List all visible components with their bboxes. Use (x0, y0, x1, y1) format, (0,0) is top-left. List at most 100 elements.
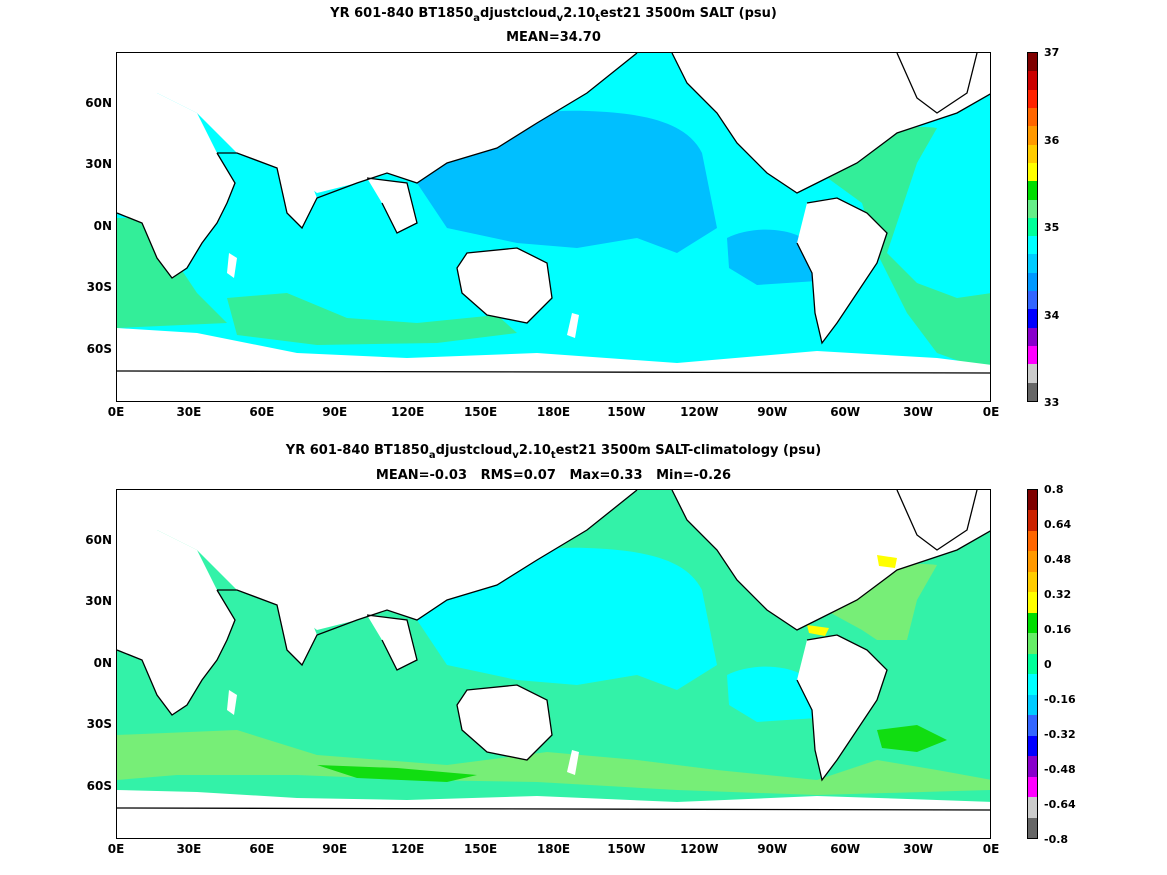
bottom-colorbar-swatch (1028, 735, 1037, 757)
south-america (797, 635, 887, 780)
bottom-colorbar-swatch (1028, 674, 1037, 695)
top-xtick-label: 150W (607, 405, 646, 419)
top-subtitle: MEAN=34.70 (506, 30, 601, 45)
top-colorbar-label: 33 (1044, 396, 1060, 409)
top-colorbar-swatch (1028, 291, 1037, 310)
africa (117, 93, 235, 278)
top-colorbar-label: 37 (1044, 46, 1060, 59)
top-map-svg (117, 53, 990, 401)
bottom-colorbar-label: 0.48 (1044, 553, 1072, 566)
bottom-xtick-label: 180E (536, 842, 571, 856)
bottom-colorbar-swatch (1028, 571, 1037, 593)
bottom-colorbar-swatch (1028, 694, 1037, 716)
bottom-colorbar-swatch (1028, 633, 1037, 654)
australia (457, 685, 552, 760)
bottom-xtick-label: 120W (680, 842, 719, 856)
bottom-ytick-label: 30N (85, 594, 112, 608)
top-colorbar-swatch (1028, 181, 1037, 200)
bottom-colorbar-swatch (1028, 797, 1037, 818)
bottom-colorbar (1027, 489, 1038, 839)
top-colorbar-swatch (1028, 71, 1037, 90)
top-xtick-label: 90E (322, 405, 348, 419)
top-xtick-label: 30W (903, 405, 934, 419)
top-colorbar-swatch (1028, 53, 1037, 72)
top-colorbar-swatch (1028, 236, 1037, 255)
coastlines (117, 490, 990, 811)
bottom-colorbar-swatch (1028, 530, 1037, 552)
top-colorbar-swatch (1028, 107, 1037, 127)
top-colorbar-label: 36 (1044, 133, 1060, 147)
top-ytick-label: 30S (86, 280, 112, 294)
top-colorbar-swatch (1028, 144, 1037, 163)
new-zealand (567, 750, 579, 775)
bottom-ytick-label: 60S (86, 779, 112, 793)
bottom-colorbar-label: -0.48 (1044, 763, 1076, 776)
bottom-xtick-label: 60E (249, 842, 275, 856)
bottom-xtick-label: 120E (391, 842, 425, 856)
top-colorbar-swatch (1028, 89, 1037, 108)
south-pacific-low-salinity (727, 229, 817, 285)
south-america (797, 198, 887, 343)
top-xtick-label: 120W (680, 405, 719, 419)
top-xtick-label: 60W (830, 405, 861, 419)
bottom-xtick-label: 90W (757, 842, 788, 856)
top-xtick-label: 90W (757, 405, 788, 419)
eurasia (117, 490, 637, 630)
bottom-colorbar-label: 0.64 (1044, 518, 1072, 531)
top-xtick-label: 30E (176, 405, 202, 419)
top-colorbar-swatch (1028, 309, 1037, 328)
top-map (116, 52, 991, 402)
labrador-sea-yellow (877, 555, 897, 568)
top-colorbar-swatch (1028, 254, 1037, 273)
bottom-xtick-label: 150W (607, 842, 646, 856)
top-colorbar-label: 35 (1044, 221, 1060, 234)
north-america (672, 490, 990, 630)
bottom-map (116, 489, 991, 839)
top-colorbar-swatch (1028, 327, 1037, 346)
top-ytick-label: 60N (85, 96, 112, 110)
bottom-colorbar-swatch (1028, 776, 1037, 798)
top-ytick-label: 0N (93, 219, 112, 233)
africa (117, 530, 235, 715)
bottom-ytick-label: 30S (86, 717, 112, 731)
bottom-colorbar-swatch (1028, 490, 1037, 511)
bottom-colorbar-label: 0 (1044, 658, 1052, 671)
southern-positive-band (117, 730, 990, 795)
bottom-colorbar-swatch (1028, 592, 1037, 613)
top-colorbar-swatch (1028, 162, 1037, 182)
top-colorbar-swatch (1028, 346, 1037, 365)
bottom-colorbar-swatch (1028, 715, 1037, 736)
bottom-colorbar-label: 0.8 (1044, 483, 1064, 496)
top-xtick-label: 120E (391, 405, 425, 419)
southern-bright-band (317, 765, 477, 782)
top-xtick-label: 0E (982, 405, 1000, 419)
indochina (367, 178, 417, 233)
bottom-colorbar-label: -0.8 (1044, 833, 1069, 846)
eurasia (117, 53, 637, 193)
southern-band (227, 293, 517, 345)
south-atlantic-bright (877, 725, 947, 752)
bottom-colorbar-swatch (1028, 653, 1037, 675)
bottom-colorbar-label: -0.64 (1044, 798, 1076, 811)
southern-gap (117, 790, 990, 810)
top-colorbar-swatch (1028, 126, 1037, 145)
bottom-colorbar-swatch (1028, 551, 1037, 572)
bottom-xtick-label: 60W (830, 842, 861, 856)
coastlines (117, 53, 990, 374)
bottom-xtick-label: 0E (982, 842, 1000, 856)
southern-gap (117, 328, 990, 373)
antarctica-land (117, 808, 990, 838)
bottom-colorbar-swatch (1028, 510, 1037, 531)
madagascar (227, 253, 237, 278)
bottom-ytick-label: 60N (85, 533, 112, 547)
bottom-stats: MEAN=-0.03 RMS=0.07 Max=0.33 Min=-0.26 (375, 468, 732, 483)
bottom-colorbar-swatch (1028, 612, 1037, 634)
top-colorbar-swatch (1028, 382, 1037, 401)
bottom-colorbar-label: -0.16 (1044, 693, 1076, 706)
bottom-xtick-label: 90E (322, 842, 348, 856)
bottom-title: YR 601-840 BT1850adjustcloudv2.10test21 … (285, 443, 822, 461)
top-title: YR 601-840 BT1850adjustcloudv2.10test21 … (330, 6, 777, 24)
bottom-colorbar-label: 0.32 (1044, 588, 1072, 601)
atlantic-band (807, 127, 990, 373)
north-america (672, 53, 990, 193)
